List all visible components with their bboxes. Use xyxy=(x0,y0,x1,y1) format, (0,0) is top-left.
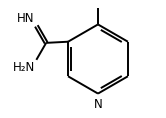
Text: HN: HN xyxy=(17,12,35,25)
Text: N: N xyxy=(94,98,102,111)
Text: H₂N: H₂N xyxy=(12,61,35,74)
